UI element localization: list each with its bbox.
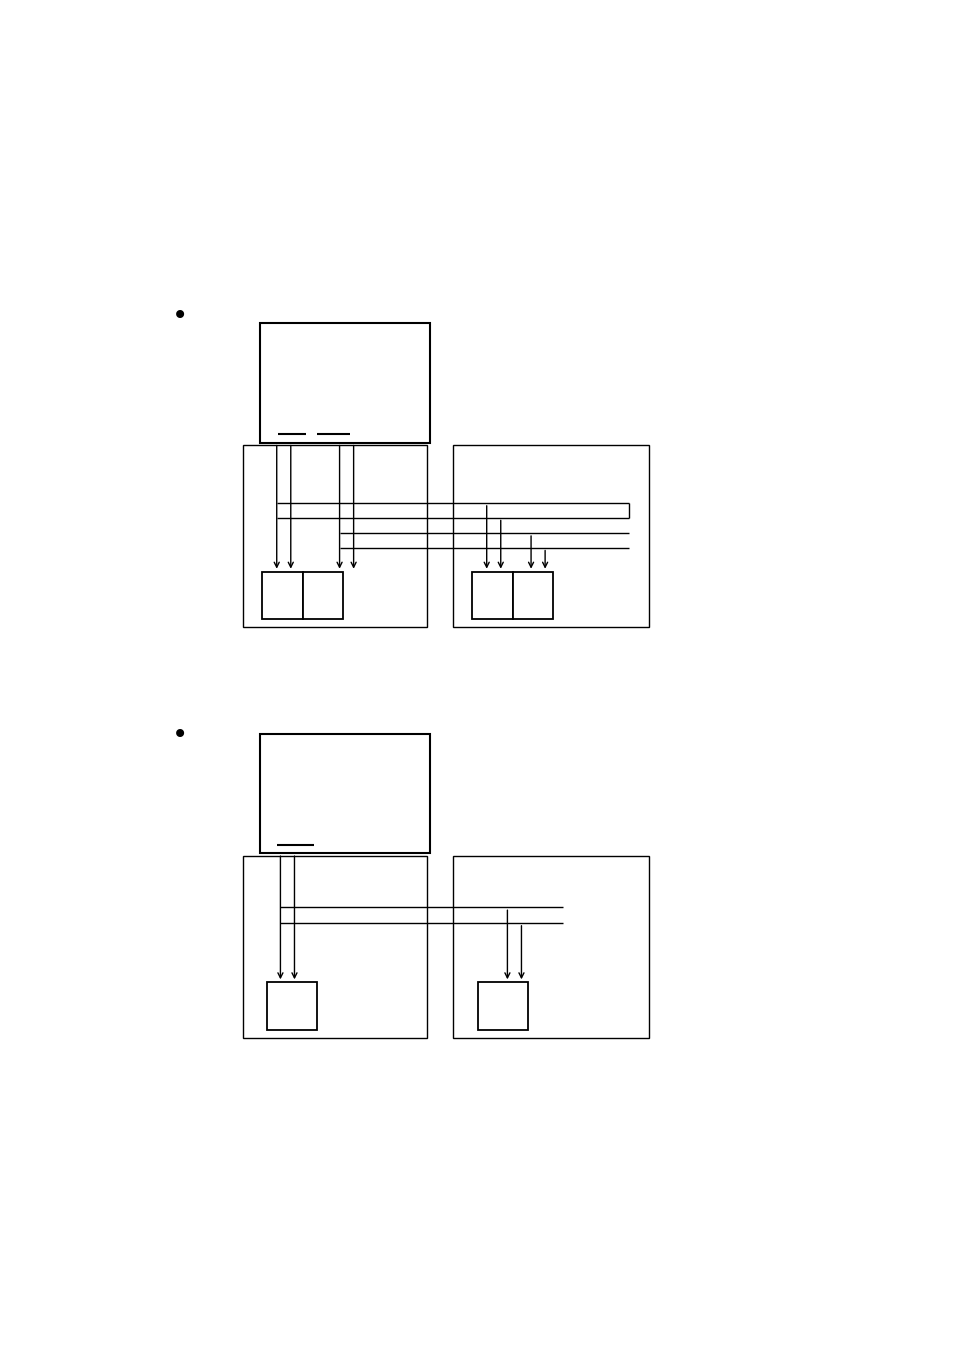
Bar [259,323,429,443]
Bar [512,571,553,620]
Bar [259,734,429,853]
Bar [243,444,426,626]
Text: •: • [172,302,188,329]
Bar [262,571,302,620]
Bar [477,983,528,1030]
Bar [453,444,649,626]
Bar [267,983,317,1030]
Bar [472,571,512,620]
Bar [453,856,649,1038]
Bar [302,571,343,620]
Bar [243,856,426,1038]
Text: •: • [172,721,188,749]
